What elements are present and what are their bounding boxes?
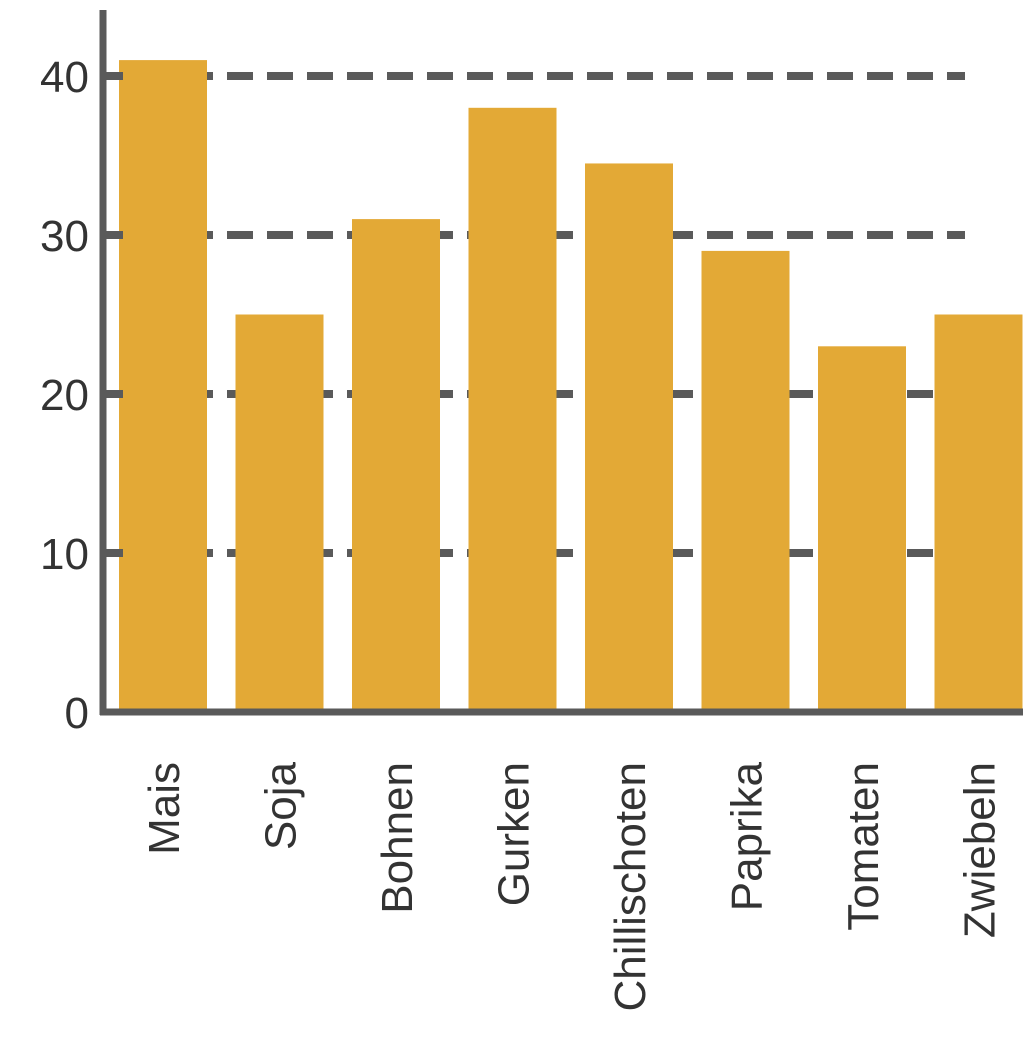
x-tick-label-tomaten: Tomaten: [839, 762, 888, 931]
x-category-labels: Mais Soja Bohnen Gurken Chillischoten Paprika…: [140, 761, 1005, 1011]
bar-paprika: [701, 250, 790, 712]
bars: [119, 60, 1023, 713]
x-tick-label-chillischoten: Chillischoten: [606, 762, 655, 1011]
x-tick-label-paprika: Paprika: [723, 761, 772, 911]
y-tick-label-40: 40: [40, 53, 89, 102]
x-tick-label-soja: Soja: [257, 761, 306, 850]
bar-bohnen: [352, 219, 440, 712]
bar-chillischoten: [585, 163, 673, 712]
axes: [99, 10, 1023, 716]
x-tick-label-mais: Mais: [140, 762, 189, 855]
x-tick-label-bohnen: Bohnen: [373, 762, 422, 914]
y-tick-label-30: 30: [40, 212, 89, 261]
x-tick-label-gurken: Gurken: [490, 762, 539, 906]
y-tick-labels: 0 10 20 30 40: [40, 53, 123, 738]
y-tick-label-20: 20: [40, 371, 89, 420]
bar-soja: [235, 314, 324, 712]
bar-gurken: [468, 107, 557, 713]
bar-tomaten: [818, 346, 906, 712]
x-tick-label-zwiebeln: Zwiebeln: [956, 762, 1005, 938]
bar-mais: [119, 60, 207, 713]
bar-zwiebeln: [934, 314, 1023, 712]
y-tick-label-10: 10: [40, 530, 89, 579]
y-tick-label-0: 0: [65, 689, 89, 738]
